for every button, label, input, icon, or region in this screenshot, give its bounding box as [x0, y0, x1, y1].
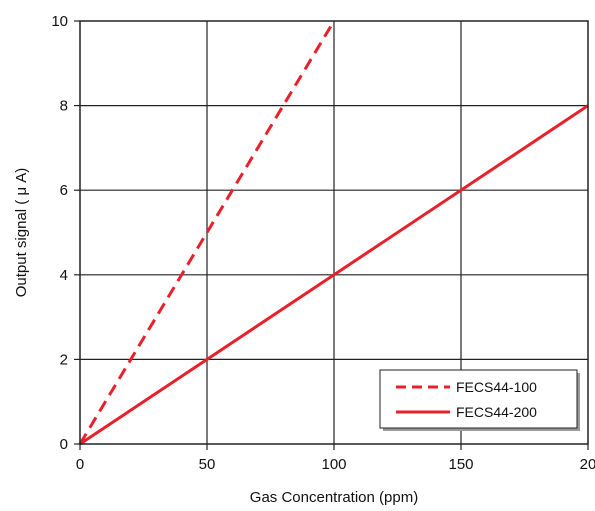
x-tick-label: 150	[448, 456, 473, 473]
x-tick-label: 50	[199, 456, 216, 473]
series-line-fecs44-200	[79, 104, 589, 446]
series-lines	[78, 20, 589, 446]
y-tick-label: 2	[60, 351, 68, 368]
legend-label: FECS44-100	[456, 379, 537, 395]
x-tick-label: 0	[76, 456, 84, 473]
x-tick-label: 20	[580, 456, 595, 473]
x-tick-label: 100	[321, 456, 346, 473]
y-tick-label: 4	[60, 267, 68, 284]
y-tick-label: 0	[60, 436, 68, 453]
x-axis-label: Gas Concentration (ppm)	[250, 489, 418, 506]
y-axis-label: Output signal ( μ A)	[13, 168, 30, 298]
y-tick-label: 8	[60, 98, 68, 115]
y-tick-label: 10	[51, 13, 68, 30]
series-line-fecs44-100	[78, 20, 336, 445]
legend-label: FECS44-200	[456, 404, 537, 420]
legend-box	[379, 369, 578, 429]
y-tick-label: 6	[60, 182, 68, 199]
legend: FECS44-100 FECS44-200	[379, 369, 580, 431]
